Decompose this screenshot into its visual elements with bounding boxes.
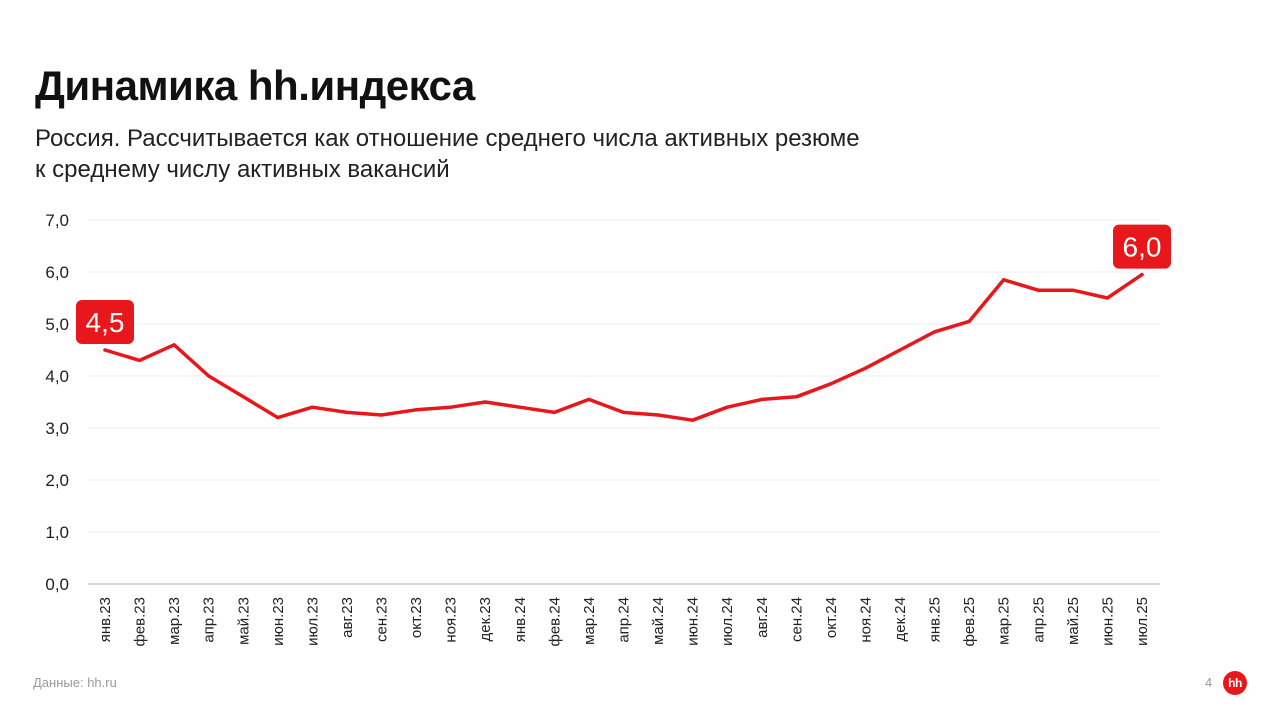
x-tick-label: мар.23 [166,597,183,645]
data-label-badge [76,300,134,344]
x-tick-label: июл.25 [1134,597,1151,646]
value-annotations: 4,5 6,0 [76,224,1171,344]
x-tick-label: ноя.24 [857,597,874,643]
data-point [760,397,764,401]
data-point [967,319,971,323]
data-point [414,408,418,412]
x-tick-label: июн.23 [270,597,287,646]
data-point [691,418,695,422]
x-tick-label: июн.25 [1099,597,1116,646]
x-tick-label: авг.24 [754,597,771,638]
data-point [172,343,176,347]
data-point [656,413,660,417]
data-point [103,348,107,352]
data-point [898,348,902,352]
data-point [1071,288,1075,292]
data-point [621,410,626,414]
data-point [587,397,591,401]
data-label-badge [1113,224,1171,269]
x-tick-label: ноя.23 [443,597,460,643]
y-tick-label: 7,0 [45,211,69,230]
x-tick-label: мар.24 [581,597,598,645]
x-tick-label: май.23 [235,597,252,645]
data-point [241,395,245,399]
y-tick-label: 1,0 [45,523,69,542]
data-point [1002,278,1006,282]
x-tick-label: май.24 [650,597,667,645]
page-title: Динамика hh.индекса [35,62,475,109]
data-point [1036,288,1040,292]
x-tick-label: янв.23 [97,597,114,642]
grid-lines [88,219,1160,585]
x-tick-label: апр.23 [201,597,218,643]
x-tick-label: фев.24 [546,597,563,647]
x-tick-label: янв.24 [512,597,529,642]
data-point [345,410,349,414]
subtitle-line-2: к среднему числу активных вакансий [35,156,450,183]
data-point [276,416,280,420]
data-point [933,330,937,334]
y-axis-ticks: 0,0 1,0 2,0 3,0 4,0 5,0 6,0 7,0 [45,211,69,594]
subtitle-line-1: Россия. Рассчитывается как отношение сре… [35,125,860,152]
data-point [725,405,729,409]
data-source: Данные: hh.ru [33,675,117,690]
y-tick-label: 4,0 [45,367,69,386]
x-tick-label: дек.23 [477,597,494,642]
x-tick-label: окт.23 [408,597,425,638]
page-number: 4 [1205,675,1213,690]
hh-logo-icon: hh [1223,671,1247,695]
data-point [1105,296,1110,300]
y-tick-label: 6,0 [45,263,69,282]
y-tick-label: 2,0 [45,471,69,490]
data-point [379,413,384,417]
x-axis-ticks: янв.23 фев.23 мар.23 апр.23 май.23 июн.23 июл.… [97,597,1151,647]
data-point [1140,273,1144,277]
data-point [829,382,833,386]
data-point [552,410,556,414]
page-subtitle: Россия. Рассчитывается как отношение сре… [35,123,1035,185]
x-tick-label: авг.23 [339,597,356,638]
x-tick-label: сен.23 [374,597,391,642]
x-tick-label: мар.25 [996,597,1013,645]
x-tick-label: фев.23 [132,597,149,647]
data-point [794,395,798,399]
data-point [207,374,211,378]
x-tick-label: фев.25 [961,597,978,647]
data-label: 6,0 [1123,232,1162,263]
x-tick-label: апр.24 [616,597,633,643]
y-tick-label: 5,0 [45,315,69,334]
series-line [103,272,1144,422]
data-label: 4,5 [86,307,125,338]
x-tick-label: янв.25 [927,597,944,642]
x-tick-label: май.25 [1065,597,1082,645]
data-point [863,366,868,370]
data-point [310,405,314,409]
series-line-path [103,272,1144,422]
x-tick-label: июл.23 [304,597,321,646]
data-point [483,400,487,404]
x-tick-label: июл.24 [719,597,736,646]
x-tick-label: дек.24 [892,597,909,642]
y-tick-label: 0,0 [45,575,69,594]
data-point [137,358,142,362]
data-point [518,405,522,409]
x-tick-label: апр.25 [1030,597,1047,643]
x-tick-label: сен.24 [788,597,805,642]
x-tick-label: июн.24 [685,597,702,646]
x-tick-label: окт.24 [823,597,840,638]
y-tick-label: 3,0 [45,419,69,438]
data-point [449,405,453,409]
